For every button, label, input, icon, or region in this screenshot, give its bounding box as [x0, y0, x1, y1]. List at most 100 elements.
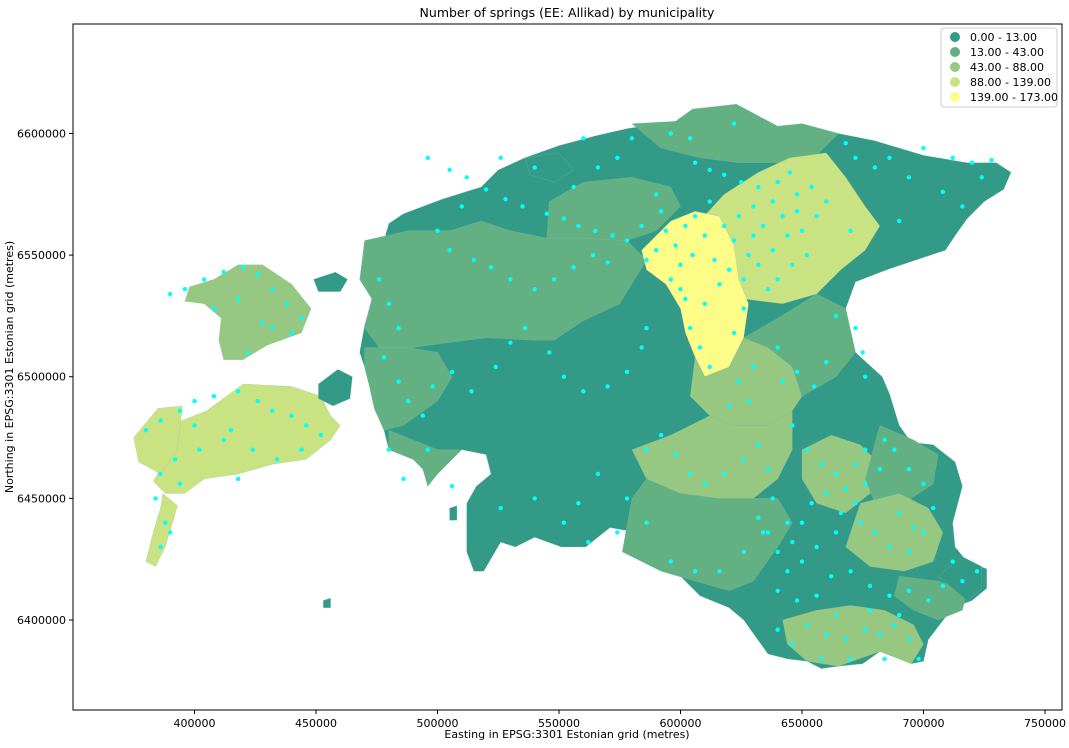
spring-point: [270, 287, 275, 292]
spring-point: [790, 423, 795, 428]
spring-point: [741, 306, 746, 311]
spring-point: [746, 398, 751, 404]
spring-point: [498, 505, 503, 511]
spring-point: [377, 277, 382, 282]
y-tick-label: 6400000: [17, 614, 66, 627]
spring-point: [270, 325, 275, 331]
spring-point: [775, 277, 780, 282]
spring-point: [775, 179, 780, 185]
spring-point: [692, 214, 698, 219]
spring-point: [624, 369, 630, 375]
spring-point: [692, 160, 698, 165]
spring-point: [673, 243, 678, 248]
spring-point: [717, 282, 722, 287]
spring-point: [853, 501, 858, 506]
spring-point: [887, 544, 892, 550]
plot-frame: [72, 23, 1063, 711]
municipality-regions: [133, 104, 1012, 669]
spring-point: [561, 374, 567, 379]
spring-point: [158, 418, 163, 423]
spring-point: [202, 277, 207, 282]
spring-point: [668, 277, 673, 282]
legend-label: 13.00 - 43.00: [970, 46, 1044, 59]
spring-point: [304, 423, 309, 428]
x-tick-label: 600000: [659, 717, 701, 730]
spring-point: [707, 167, 712, 173]
spring-point: [853, 462, 858, 467]
spring-point: [654, 248, 659, 253]
region-13: [631, 104, 839, 163]
y-axis: 6400000 6450000 6500000 6550000 6600000: [17, 127, 73, 627]
y-axis-title: Northing in EPSG:3301 Estonian grid (met…: [3, 241, 16, 493]
spring-point: [863, 481, 868, 486]
spring-point: [270, 408, 275, 413]
spring-point: [690, 252, 695, 258]
spring-point: [658, 432, 664, 438]
spring-point: [741, 277, 746, 282]
spring-point: [688, 136, 693, 141]
spring-point: [228, 428, 234, 433]
spring-point: [848, 228, 853, 233]
spring-point: [969, 160, 975, 165]
spring-point: [741, 549, 746, 555]
spring-point: [624, 496, 630, 501]
spring-point: [211, 306, 217, 311]
spring-point: [722, 172, 727, 177]
spring-point: [547, 350, 552, 355]
spring-point: [571, 265, 576, 270]
spring-point: [593, 228, 598, 233]
region-2: [133, 405, 183, 475]
spring-point: [483, 187, 489, 192]
spring-point: [702, 481, 707, 486]
region-26: [524, 152, 574, 183]
spring-point: [236, 389, 241, 394]
spring-point: [722, 471, 727, 477]
spring-point: [736, 379, 741, 384]
spring-point: [882, 437, 887, 443]
spring-point: [739, 179, 744, 185]
spring-point: [731, 121, 737, 126]
spring-point: [877, 467, 882, 472]
spring-point: [872, 530, 878, 535]
spring-point: [615, 155, 620, 160]
spring-point: [493, 364, 498, 370]
spring-point: [950, 559, 955, 564]
spring-point: [245, 350, 251, 355]
spring-point: [688, 325, 693, 331]
spring-point: [799, 228, 805, 233]
spring-point: [498, 155, 503, 160]
spring-point: [853, 155, 858, 160]
spring-point: [532, 287, 537, 292]
spring-point: [756, 442, 761, 447]
spring-point: [780, 379, 785, 384]
spring-point: [756, 184, 761, 190]
spring-point: [663, 228, 669, 233]
region-22: [845, 493, 944, 572]
spring-point: [406, 398, 411, 404]
spring-point: [712, 257, 717, 263]
spring-point: [449, 484, 455, 489]
x-tick-label: 750000: [1024, 717, 1066, 730]
spring-point: [897, 218, 902, 224]
spring-point: [488, 265, 494, 270]
spring-point: [867, 583, 873, 589]
spring-point: [726, 403, 732, 409]
spring-point: [760, 223, 766, 229]
spring-point: [809, 501, 814, 506]
spring-point: [158, 471, 163, 477]
spring-point: [469, 389, 474, 394]
spring-point: [447, 248, 452, 253]
x-tick-label: 500000: [416, 717, 458, 730]
spring-point: [177, 408, 183, 413]
x-tick-label: 400000: [173, 717, 215, 730]
spring-point: [182, 287, 187, 292]
legend-marker: [950, 92, 960, 102]
spring-point: [544, 211, 549, 216]
y-tick-label: 6550000: [17, 249, 66, 262]
legend-label: 88.00 - 139.00: [970, 76, 1051, 89]
spring-point: [824, 359, 829, 365]
spring-point: [644, 520, 649, 525]
legend-items: 0.00 - 13.00 13.00 - 43.00 43.00 - 88.00 88…: [950, 31, 1058, 104]
x-tick-label: 550000: [538, 717, 580, 730]
